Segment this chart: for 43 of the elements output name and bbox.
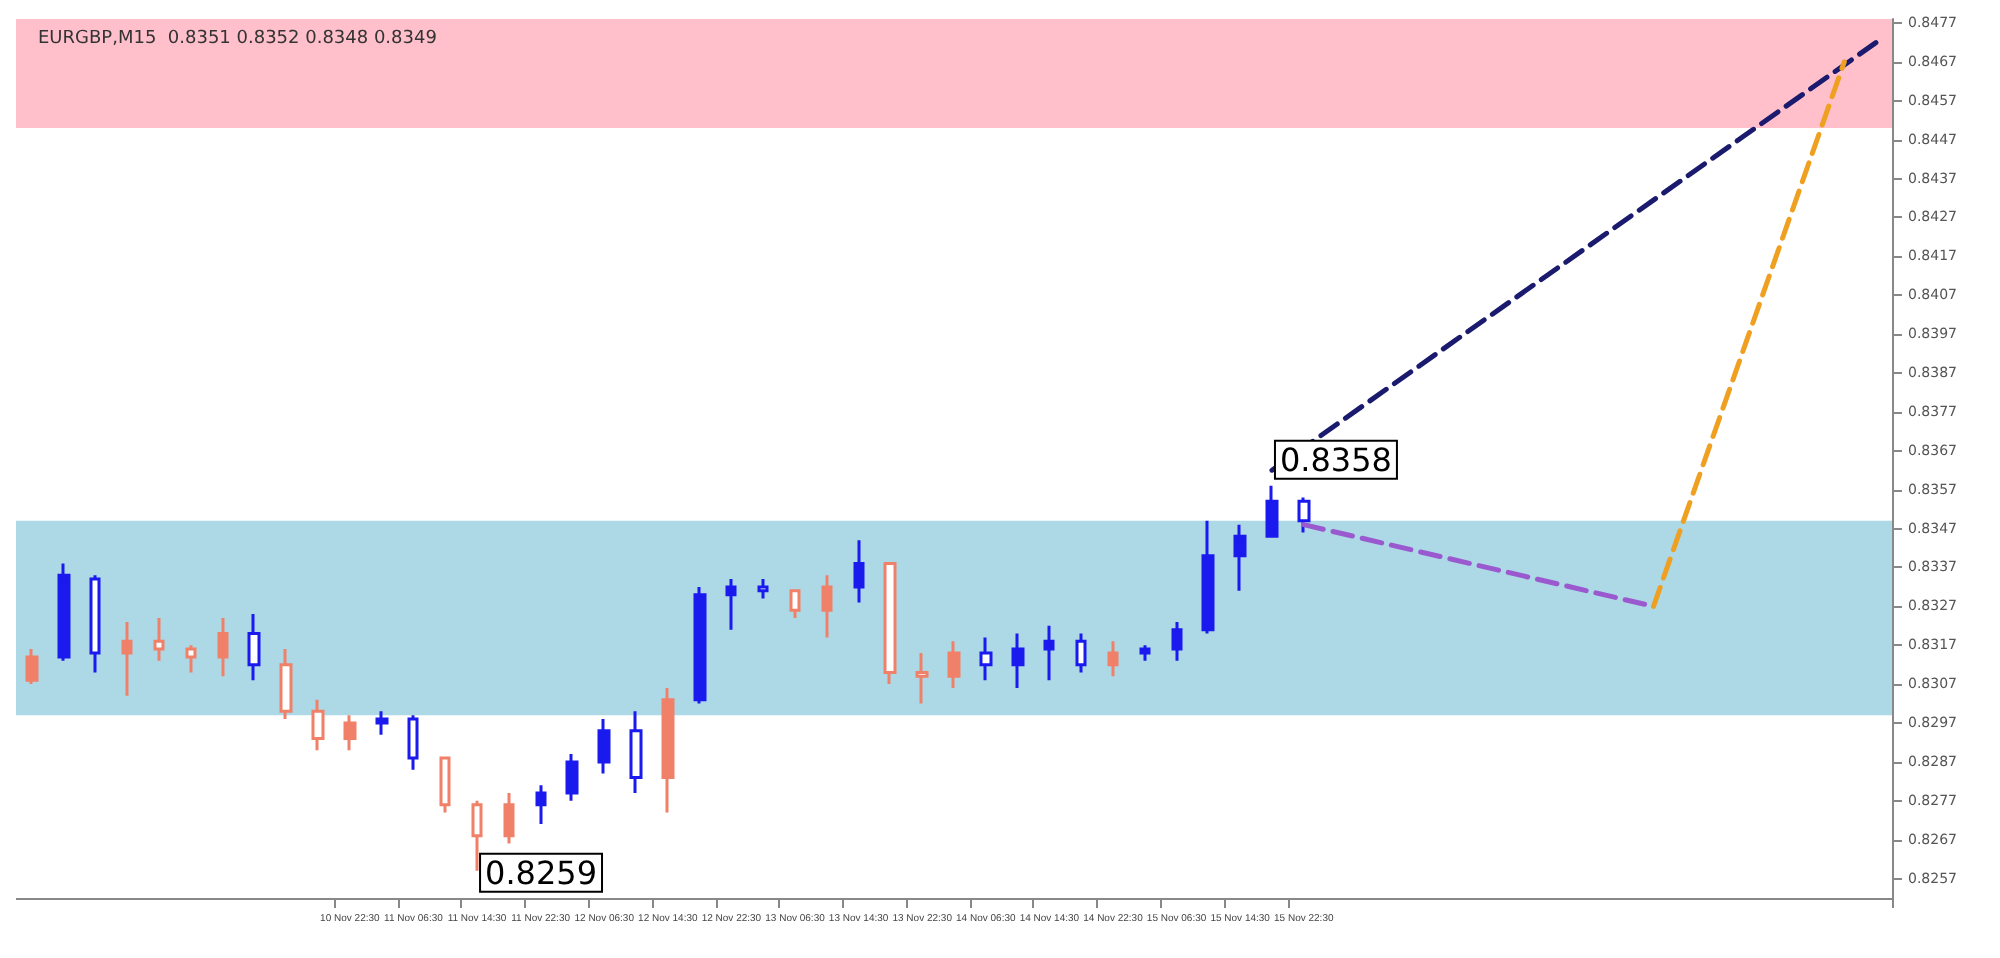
- candlestick: [279, 647, 293, 721]
- candlestick: [1075, 632, 1087, 674]
- candlestick: [1043, 624, 1055, 682]
- candlestick: [407, 713, 419, 772]
- candlestick: [565, 752, 579, 803]
- candlestick: [1011, 632, 1025, 690]
- candlestick: [217, 616, 229, 678]
- annotation: 0.8358: [1279, 440, 1392, 479]
- candlestick: [597, 717, 611, 776]
- candlestick: [185, 643, 197, 674]
- candlestick: [629, 709, 643, 795]
- candlestick: [89, 573, 101, 674]
- candlestick: [375, 709, 389, 737]
- candlestick: [1139, 643, 1151, 663]
- candlestick: [311, 698, 325, 752]
- candlestick: [1171, 620, 1183, 663]
- candlestick: [1297, 495, 1311, 534]
- candlestick: [121, 620, 133, 698]
- candlestick: [693, 585, 707, 706]
- candlestick: [947, 639, 961, 690]
- candlestick: [883, 562, 897, 686]
- candlestick: [725, 577, 737, 632]
- candlestick: [789, 589, 801, 620]
- candlestick: [1107, 639, 1119, 678]
- annotation: 0.8259: [485, 853, 598, 892]
- text: EURGBP,M15 0.8351 0.8352 0.8348 0.8349: [38, 29, 438, 49]
- candlestick: [57, 562, 71, 663]
- candlestick: [1233, 523, 1247, 593]
- candlestick: [535, 783, 547, 826]
- candlestick: [503, 791, 515, 846]
- candlestick: [915, 651, 929, 706]
- candlestick: [439, 756, 451, 814]
- candlestick: [661, 686, 675, 814]
- candlestick: [1265, 484, 1279, 538]
- candlestick: [343, 713, 357, 752]
- candlestick: [25, 647, 39, 686]
- candlestick: [153, 616, 165, 663]
- candlestick: [757, 577, 769, 601]
- candlestick: [979, 635, 993, 682]
- candlestick: [821, 573, 833, 639]
- candlestick: [247, 612, 261, 682]
- candlestick: [1201, 519, 1215, 636]
- candlestick: [853, 538, 865, 604]
